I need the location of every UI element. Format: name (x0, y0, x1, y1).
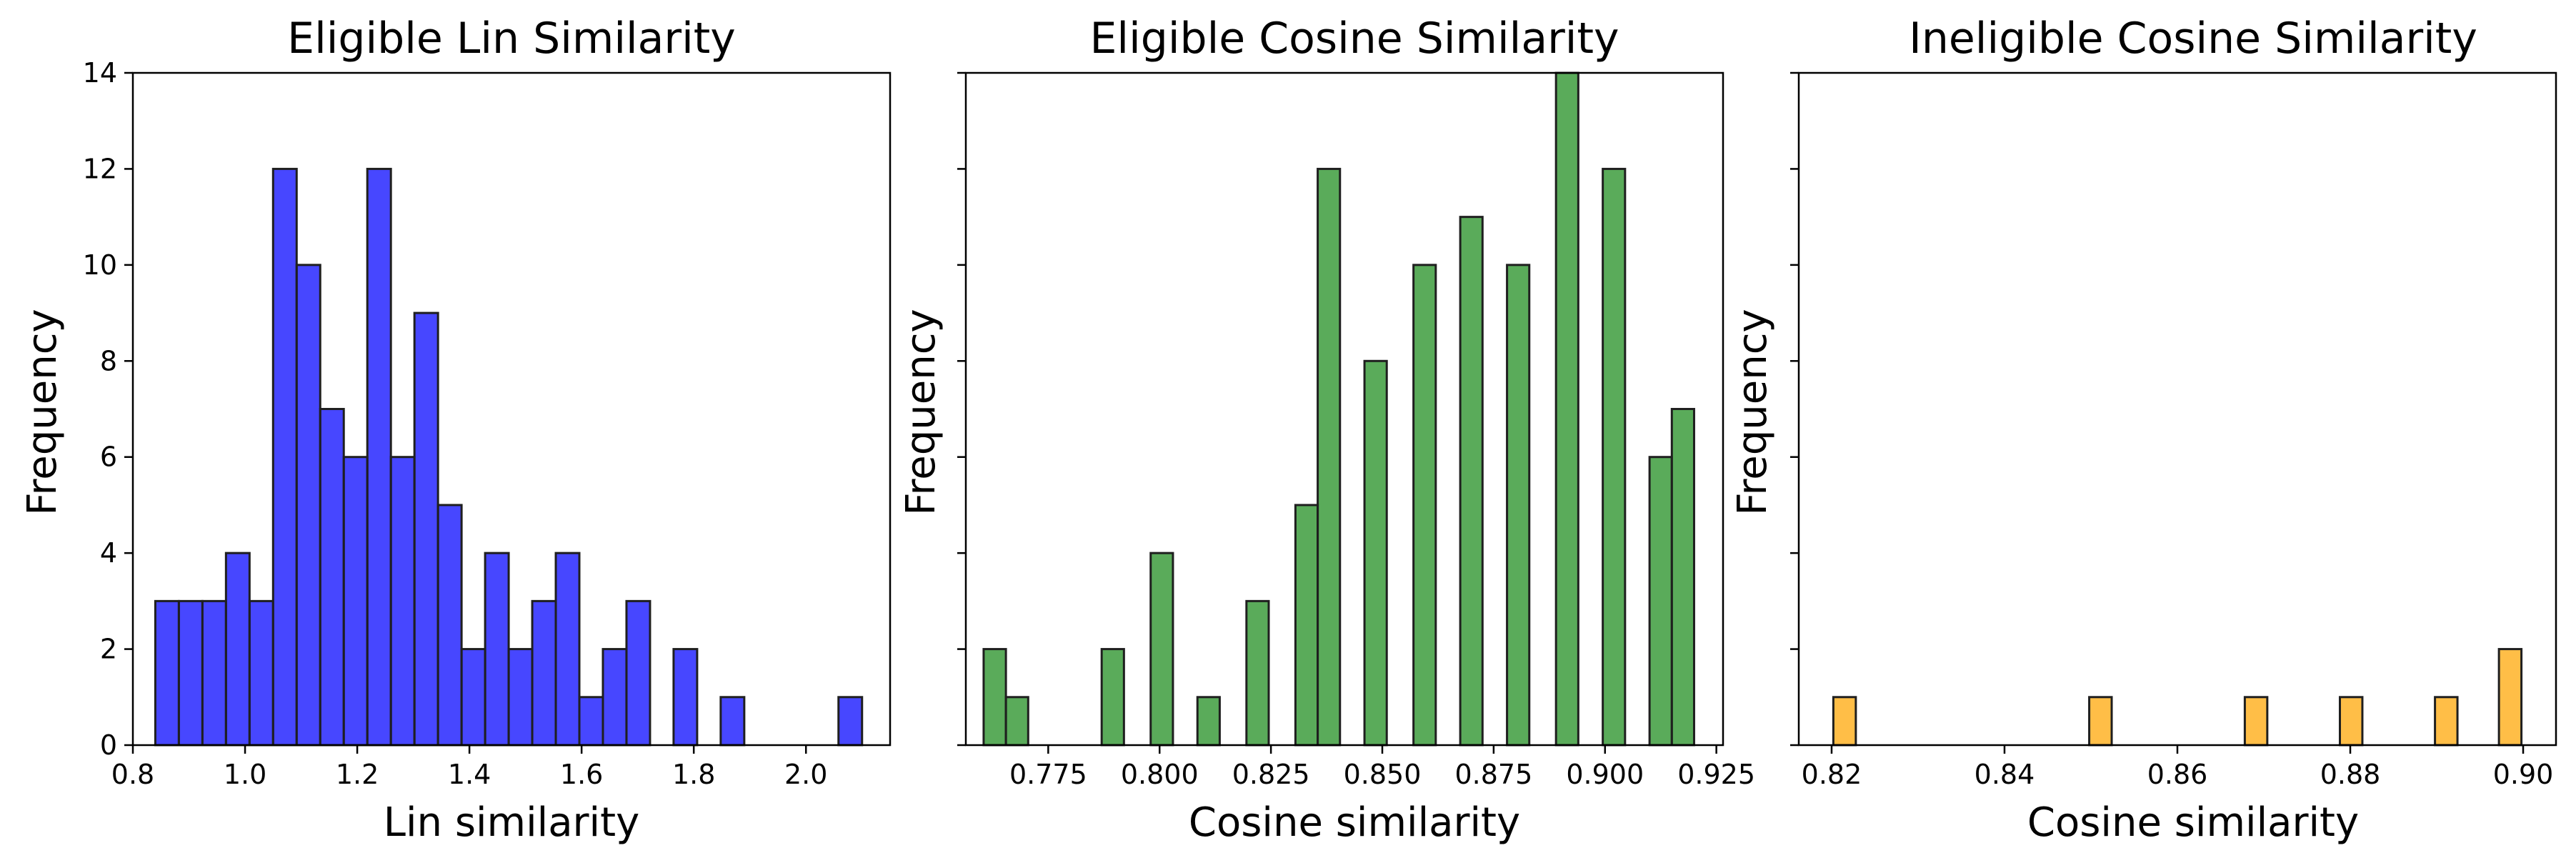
x-axis-label: Cosine similarity (2027, 799, 2359, 846)
x-axis-ticks: 0.82 0.84 0.86 0.88 0.90 (1802, 745, 2554, 790)
histogram-bar-7 (1317, 167, 1342, 747)
histogram-bar-16 (531, 599, 557, 747)
x-tick-label: 2.0 (784, 759, 827, 790)
histogram-bar-4 (248, 599, 274, 747)
y-axis-label: Frequency (19, 309, 66, 515)
histogram-bar-15 (1670, 408, 1695, 747)
x-tick-label: 1.6 (560, 759, 603, 790)
x-axis-label: Cosine similarity (1189, 799, 1520, 846)
x-axis-ticks: 0.775 0.800 0.825 0.850 0.875 0.900 0.925 (1009, 745, 1755, 790)
histogram-bar-8 (1363, 359, 1388, 747)
x-axis-label: Lin similarity (384, 799, 639, 846)
histogram-bar-3 (1149, 552, 1174, 747)
x-tick-label: 0.84 (1975, 759, 2035, 790)
histogram-bar-9 (1412, 264, 1437, 747)
chart-title: Ineligible Cosine Similarity (1909, 14, 2477, 64)
x-axis-ticks: 0.8 1.0 1.2 1.4 1.6 1.8 2.0 (111, 745, 827, 790)
y-tick-label: 8 (100, 345, 117, 376)
histogram-bar-2 (1100, 648, 1125, 747)
y-tick-label: 12 (83, 153, 117, 184)
plot-frame (964, 71, 1724, 747)
histogram-bar-14 (484, 552, 510, 747)
histogram-bar-6 (295, 264, 321, 747)
y-tick-label: 2 (100, 634, 117, 665)
plot-frame (1797, 71, 2557, 747)
y-axis-label: Frequency (898, 309, 944, 515)
histogram-bar-0 (154, 599, 180, 747)
y-axis-ticks: 0 2 4 6 8 10 12 14 (83, 57, 133, 761)
y-tick-label: 14 (83, 57, 117, 89)
histogram-bar-22 (719, 696, 746, 747)
histogram-bar-3 (2338, 696, 2364, 747)
histogram-bar-14 (1648, 456, 1673, 747)
bar-group (1832, 648, 2523, 747)
histogram-bar-11 (413, 311, 439, 747)
y-axis-ticks (1790, 71, 1799, 747)
x-tick-label: 0.925 (1677, 759, 1755, 790)
x-tick-label: 0.875 (1454, 759, 1532, 790)
histogram-bar-5 (1245, 599, 1270, 747)
chart-panel-lin: Eligible Lin Similarity Frequency Lin si… (19, 14, 892, 846)
histogram-bar-1 (177, 599, 204, 747)
plot-frame (131, 71, 892, 747)
x-tick-label: 0.82 (1802, 759, 1862, 790)
x-tick-label: 1.2 (336, 759, 379, 790)
x-tick-label: 1.0 (224, 759, 266, 790)
histogram-bar-21 (672, 648, 699, 747)
x-tick-label: 0.850 (1344, 759, 1422, 790)
histogram-bar-19 (601, 648, 628, 747)
x-tick-label: 0.8 (111, 759, 154, 790)
histogram-bar-4 (2434, 696, 2459, 747)
x-tick-label: 0.900 (1566, 759, 1644, 790)
histogram-bar-20 (625, 599, 652, 747)
histogram-bar-6 (1294, 504, 1319, 747)
histogram-bar-1 (1004, 696, 1029, 747)
histogram-bar-23 (837, 696, 864, 747)
x-tick-label: 1.8 (672, 759, 715, 790)
histogram-bar-5 (271, 167, 298, 747)
bar-group (154, 167, 864, 747)
y-tick-label: 10 (83, 249, 117, 281)
histogram-bar-13 (460, 648, 486, 747)
x-tick-label: 0.825 (1232, 759, 1310, 790)
x-tick-label: 0.86 (2147, 759, 2208, 790)
x-tick-label: 0.88 (2320, 759, 2381, 790)
y-tick-label: 4 (100, 537, 117, 569)
histogram-bar-9 (366, 167, 392, 747)
histogram-bar-12 (1554, 71, 1579, 747)
x-tick-label: 0.90 (2493, 759, 2554, 790)
bar-group (982, 71, 1695, 747)
histogram-bar-2 (2243, 696, 2269, 747)
y-axis-label: Frequency (1729, 309, 1776, 515)
histogram-bar-8 (342, 456, 369, 747)
histogram-bar-13 (1602, 167, 1627, 747)
histogram-bar-5 (2497, 648, 2523, 747)
chart-title: Eligible Cosine Similarity (1090, 14, 1619, 64)
histogram-bar-10 (389, 456, 416, 747)
histogram-bar-11 (1506, 264, 1531, 747)
y-tick-label: 6 (100, 442, 117, 473)
histogram-bar-3 (224, 552, 251, 747)
y-axis-ticks (957, 71, 966, 747)
histogram-bar-15 (507, 648, 534, 747)
histogram-bar-2 (201, 599, 227, 747)
histogram-bar-17 (554, 552, 581, 747)
chart-panel-ineligible-cosine: Ineligible Cosine Similarity Frequency C… (1729, 14, 2557, 846)
x-tick-label: 1.4 (448, 759, 491, 790)
chart-panel-eligible-cosine: Eligible Cosine Similarity Frequency Cos… (898, 14, 1755, 846)
y-tick-label: 0 (100, 729, 117, 761)
histogram-bar-10 (1459, 216, 1484, 747)
x-tick-label: 0.775 (1009, 759, 1087, 790)
histogram-bar-7 (319, 408, 345, 747)
histogram-bar-12 (436, 504, 463, 747)
x-tick-label: 0.800 (1121, 759, 1199, 790)
histogram-bar-0 (1832, 696, 1857, 747)
histogram-bar-18 (578, 696, 604, 747)
histogram-bar-1 (2088, 696, 2113, 747)
histogram-bar-0 (982, 648, 1007, 747)
histogram-bar-4 (1196, 696, 1221, 747)
chart-title: Eligible Lin Similarity (287, 14, 736, 64)
